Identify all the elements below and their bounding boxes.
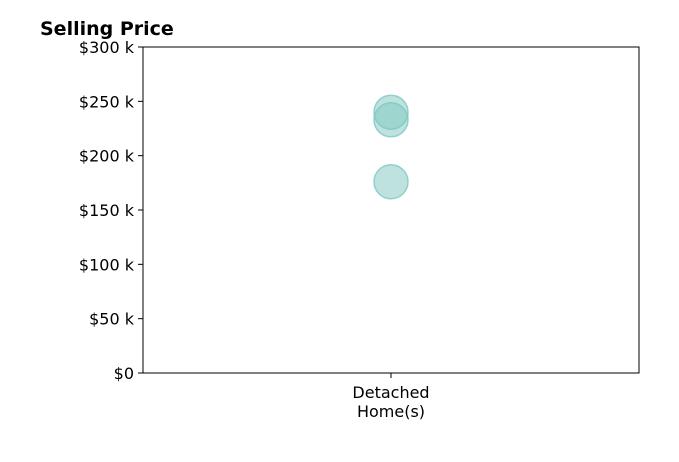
y-tick-label: $100 k xyxy=(79,255,135,274)
data-point xyxy=(373,102,409,138)
y-tick-label: $50 k xyxy=(89,310,135,329)
y-axis: $0 $50 k $100 k $150 k $200 k $250 k $300 k xyxy=(79,38,143,383)
y-tick-label: $250 k xyxy=(79,92,135,111)
data-points xyxy=(373,94,409,200)
x-tick-label: Detached Home(s) xyxy=(352,383,429,421)
chart-title: Selling Price xyxy=(40,18,174,40)
y-tick-label: $0 xyxy=(114,364,134,383)
x-axis: Detached Home(s) xyxy=(352,373,430,421)
y-tick-label: $200 k xyxy=(79,147,135,166)
y-tick-label: $150 k xyxy=(79,201,135,220)
y-tick-label: $300 k xyxy=(79,38,135,57)
data-point xyxy=(373,163,409,200)
